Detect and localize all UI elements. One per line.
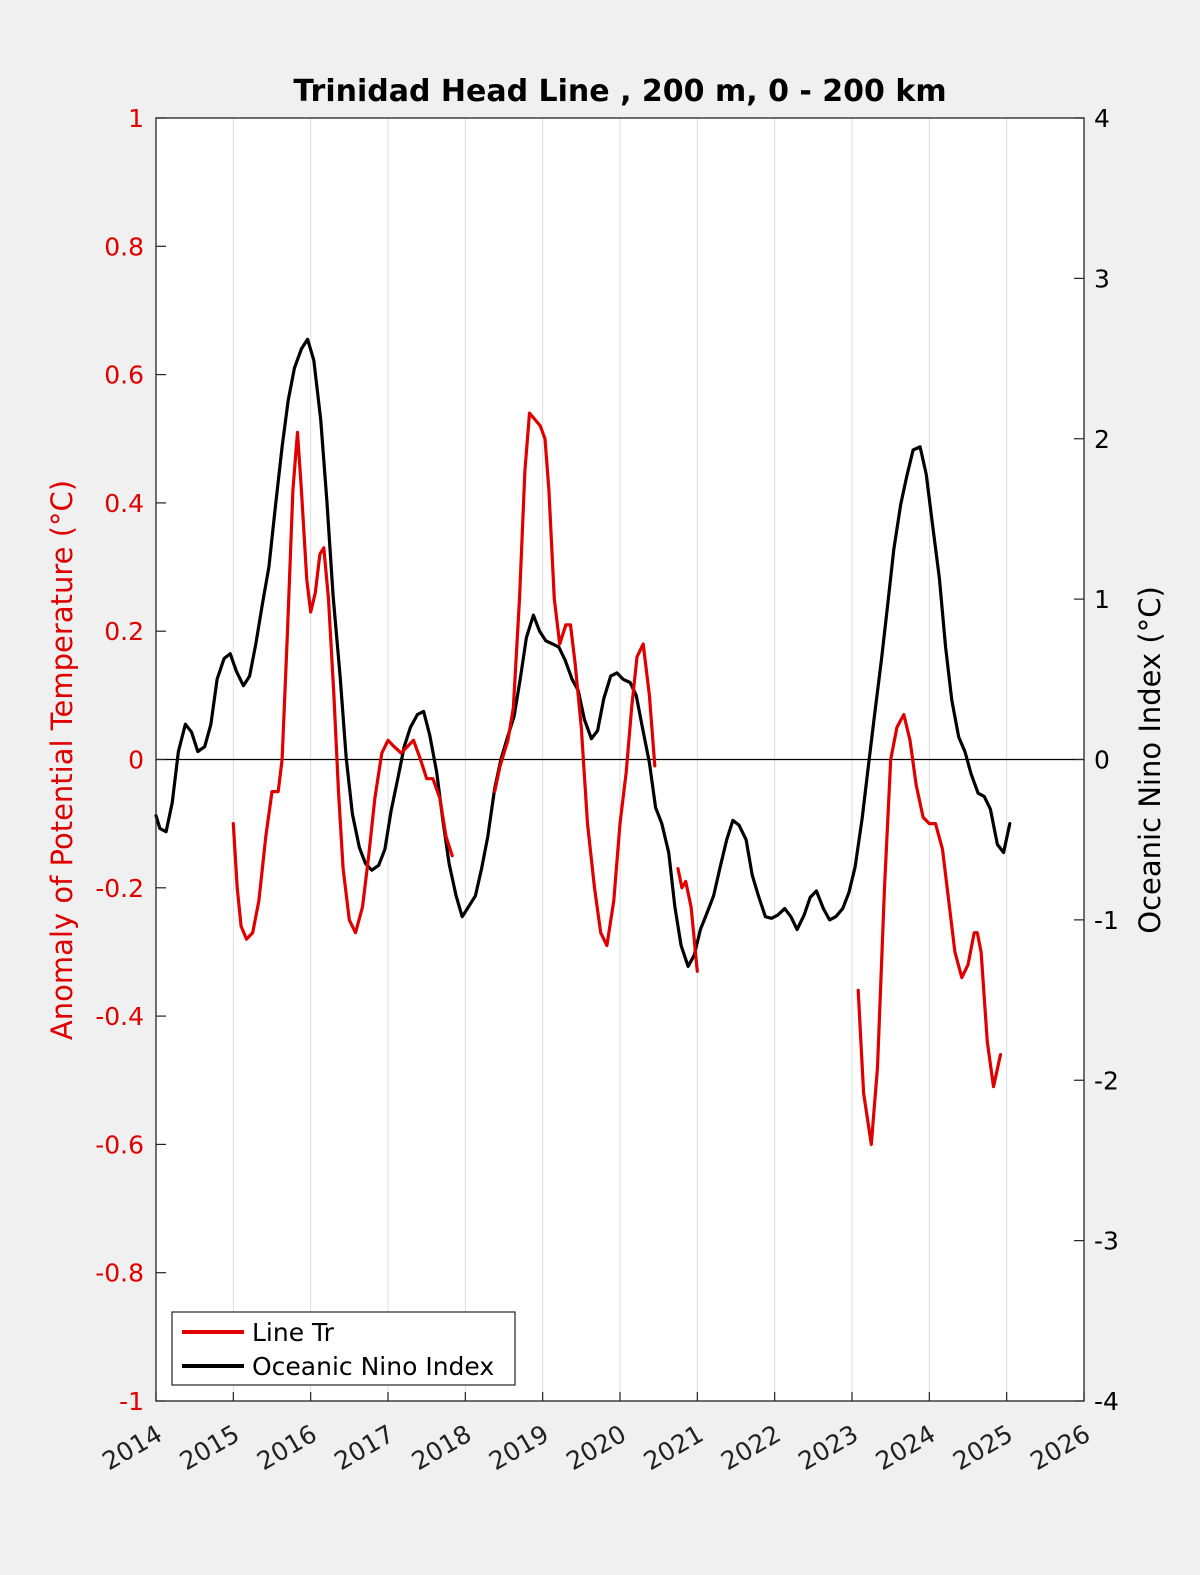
legend-box [171, 1311, 516, 1386]
y-tick-label-left: -0.8 [95, 1259, 144, 1288]
y-tick-label-right: -2 [1094, 1066, 1119, 1095]
y-tick-label-right: -4 [1094, 1387, 1119, 1416]
line-tr-segment [493, 411, 657, 948]
x-tick-label: 2023 [793, 1419, 863, 1476]
x-tick-label: 2019 [484, 1419, 554, 1476]
y-tick-label-left: -0.2 [95, 874, 144, 903]
line-tr-segment [856, 713, 1003, 1146]
x-tick-label: 2016 [252, 1419, 322, 1476]
x-tick-label: 2014 [97, 1419, 167, 1476]
legend: Line Tr Oceanic Nino Index [171, 1311, 516, 1386]
legend-label-oni: Oceanic Nino Index [252, 1352, 494, 1381]
x-tick-label: 2018 [407, 1419, 477, 1476]
y-tick-label-right: 2 [1094, 425, 1110, 454]
x-tick-label: 2017 [329, 1419, 399, 1476]
y-tick-label-left: 1 [128, 104, 144, 133]
x-tick-label: 2015 [175, 1419, 245, 1476]
y-tick-label-right: 4 [1094, 104, 1110, 133]
series-layer [154, 337, 1012, 1146]
line-tr-segment [676, 867, 699, 973]
y-tick-label-left: 0.8 [104, 232, 144, 261]
x-tick-label: 2020 [561, 1419, 631, 1476]
line-tr-segment [231, 430, 454, 941]
x-tick-label: 2025 [948, 1419, 1018, 1476]
y-tick-label-right: 1 [1094, 585, 1110, 614]
x-tick-label: 2024 [871, 1419, 941, 1476]
y-axis-label-right: Oceanic Nino Index (°C) [1133, 586, 1167, 934]
legend-label-line-tr: Line Tr [252, 1318, 335, 1347]
y-tick-label-left: -0.6 [95, 1130, 144, 1159]
x-tick-label: 2026 [1025, 1419, 1095, 1476]
y-tick-label-right: 3 [1094, 264, 1110, 293]
y-tick-label-left: 0.4 [104, 489, 144, 518]
x-tick-label: 2022 [716, 1419, 786, 1476]
chart-title: Trinidad Head Line , 200 m, 0 - 200 km [293, 74, 946, 109]
y-tick-label-right: -1 [1094, 906, 1119, 935]
y-tick-label-left: -1 [119, 1387, 144, 1416]
y-axis-label-left: Anomaly of Potential Temperature (°C) [45, 480, 79, 1040]
y-tick-label-left: 0 [128, 746, 144, 775]
y-tick-label-right: -3 [1094, 1227, 1119, 1256]
y-tick-label-left: -0.4 [95, 1002, 144, 1031]
oni-line [154, 337, 1012, 968]
y-tick-label-left: 0.2 [104, 617, 144, 646]
x-tick-label: 2021 [639, 1419, 709, 1476]
y-tick-label-right: 0 [1094, 746, 1110, 775]
tick-marks [155, 117, 1085, 1402]
y-tick-label-left: 0.6 [104, 361, 144, 390]
